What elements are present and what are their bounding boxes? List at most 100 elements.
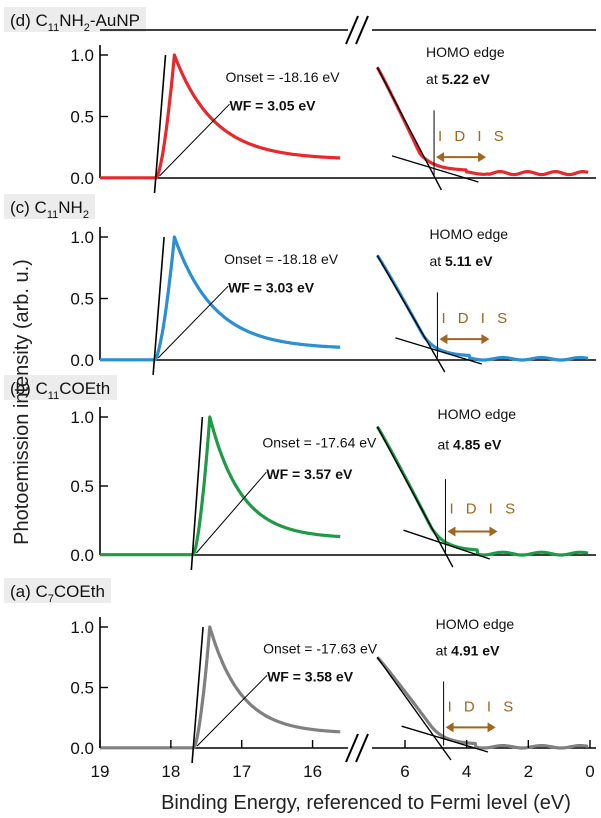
homo-value-prefix: at <box>429 253 445 269</box>
homo-edge-label: HOMO edge <box>429 226 508 242</box>
homo-tangent-line <box>376 426 454 568</box>
title-main: (a) C <box>10 582 48 601</box>
x-tick-label: 19 <box>91 762 110 781</box>
title-rest: COEth <box>54 582 105 601</box>
idis-arrow-head-left <box>445 722 454 733</box>
onset-label: Onset = -17.64 eV <box>262 434 377 450</box>
baseline-tangent-line <box>391 155 479 183</box>
onset-leader-line <box>196 675 268 747</box>
homo-edge-label: HOMO edge <box>426 44 505 60</box>
panel-title: (d) C11NH2-AuNP <box>10 11 140 34</box>
wf-label: WF = 3.57 eV <box>266 466 353 482</box>
homo-value-prefix: at <box>426 71 442 87</box>
onset-tangent-line <box>191 626 204 764</box>
onset-tangent-line <box>190 416 204 571</box>
panel-title: (a) C7COEth <box>10 582 105 605</box>
homo-value-number: 5.22 eV <box>442 71 491 87</box>
panel-c: 0.0 0.5 1.0 (c) C11NH2 Onset = -18.18 eV WF =… <box>4 194 596 376</box>
homo-value-number: 4.91 eV <box>451 643 500 659</box>
panel-title-bg <box>4 578 111 603</box>
y-tick-label: 0.5 <box>70 679 94 698</box>
homo-value-number: 5.11 eV <box>445 253 493 269</box>
homo-edge-label: HOMO edge <box>437 406 516 422</box>
baseline-tangent-line <box>403 529 491 560</box>
homo-value-number: 4.85 eV <box>453 436 502 452</box>
axis-break-mark-top <box>355 15 369 45</box>
title-sub: 11 <box>47 209 58 221</box>
y-tick-label: 0.5 <box>70 290 94 309</box>
homo-edge-value: at 4.85 eV <box>437 436 502 452</box>
x-tick-label: 16 <box>303 762 322 781</box>
title-main: (b) C <box>10 379 48 398</box>
panel-title-bg <box>4 194 95 219</box>
title-sub2: 2 <box>84 22 90 34</box>
panel-title-bg <box>4 375 117 400</box>
homo-edge-label: HOMO edge <box>436 616 515 632</box>
onset-leader-line <box>157 285 229 359</box>
axis-break-mark-top <box>345 15 359 45</box>
idis-arrow-head-left <box>447 526 456 537</box>
homo-value-prefix: at <box>437 436 453 452</box>
spectrum-cutoff-trace <box>99 235 342 362</box>
title-rest: NH <box>59 11 84 30</box>
panels-layer: 0.0 0.5 1.0 (d) C11NH2-AuNP Onset = -18.16 e… <box>4 7 596 764</box>
y-tick-label: 1.0 <box>70 408 94 427</box>
y-tick-label: 0.5 <box>70 108 94 127</box>
y-tick-label: 1.0 <box>70 46 94 65</box>
wf-label: WF = 3.03 eV <box>228 279 315 295</box>
homo-tangent-line <box>376 255 446 373</box>
homo-value-prefix: at <box>436 643 452 659</box>
idis-label: I D I S <box>441 310 511 327</box>
y-tick-label: 0.5 <box>70 477 94 496</box>
x-tick-label: 0 <box>585 762 594 781</box>
title-sub: 11 <box>48 22 59 34</box>
onset-label: Onset = -17.63 eV <box>263 641 378 657</box>
title-main: (c) C <box>10 198 47 217</box>
onset-label: Onset = -18.16 eV <box>226 69 341 85</box>
spectrum-valence-trace <box>376 656 590 750</box>
baseline-tangent-line <box>395 337 482 365</box>
x-axis: 19 18 17 16 6 4 2 0 <box>91 740 595 781</box>
title-rest: NH <box>58 198 83 217</box>
title-main: (d) C <box>10 11 48 30</box>
idis-arrow-head-left <box>439 334 448 345</box>
title-sub: 7 <box>48 593 54 605</box>
title-sub2: 2 <box>83 209 89 221</box>
panel-title: (c) C11NH2 <box>10 198 89 221</box>
onset-tangent-line <box>152 236 165 376</box>
x-tick-label: 4 <box>462 762 471 781</box>
panel-a: 0.0 0.5 1.0 (a) C7COEth Onset = -17.63 eV WF … <box>4 578 596 764</box>
spectrum-valence-trace <box>375 254 590 362</box>
spectrum-cutoff-trace <box>99 53 342 180</box>
idis-arrow-head-right <box>489 526 498 537</box>
x-tick-label: 2 <box>524 762 533 781</box>
onset-leader-line <box>159 103 230 177</box>
idis-label: I D I S <box>448 699 518 716</box>
x-tick-label: 18 <box>161 762 180 781</box>
y-tick-label: 0.0 <box>70 739 94 758</box>
idis-label: I D I S <box>449 501 519 518</box>
y-tick-label: 1.0 <box>70 228 94 247</box>
wf-label: WF = 3.05 eV <box>230 97 317 113</box>
panel-title: (b) C11COEth <box>10 379 110 402</box>
idis-arrow-head-right <box>487 722 496 733</box>
homo-tangent-line <box>376 656 452 761</box>
y-tick-label: 0.0 <box>70 351 94 370</box>
homo-tangent-line <box>376 66 443 191</box>
panel-d: 0.0 0.5 1.0 (d) C11NH2-AuNP Onset = -18.16 e… <box>4 7 596 194</box>
onset-tangent-line <box>153 54 167 194</box>
spectrum-cutoff-trace <box>99 625 342 750</box>
panel-title-bg <box>4 7 146 32</box>
idis-arrow-head-right <box>478 152 487 163</box>
onset-label: Onset = -18.18 eV <box>224 251 339 267</box>
axis-break-mark-bottom <box>345 733 359 763</box>
y-tick-label: 0.0 <box>70 546 94 565</box>
idis-label: I D I S <box>438 128 508 145</box>
title-rest: COEth <box>59 379 110 398</box>
homo-edge-value: at 4.91 eV <box>436 643 501 659</box>
idis-arrow-head-right <box>481 334 490 345</box>
baseline-tangent-line <box>401 725 489 753</box>
wf-label: WF = 3.58 eV <box>267 668 354 684</box>
onset-leader-line <box>195 471 267 554</box>
y-tick-label: 0.0 <box>70 169 94 188</box>
